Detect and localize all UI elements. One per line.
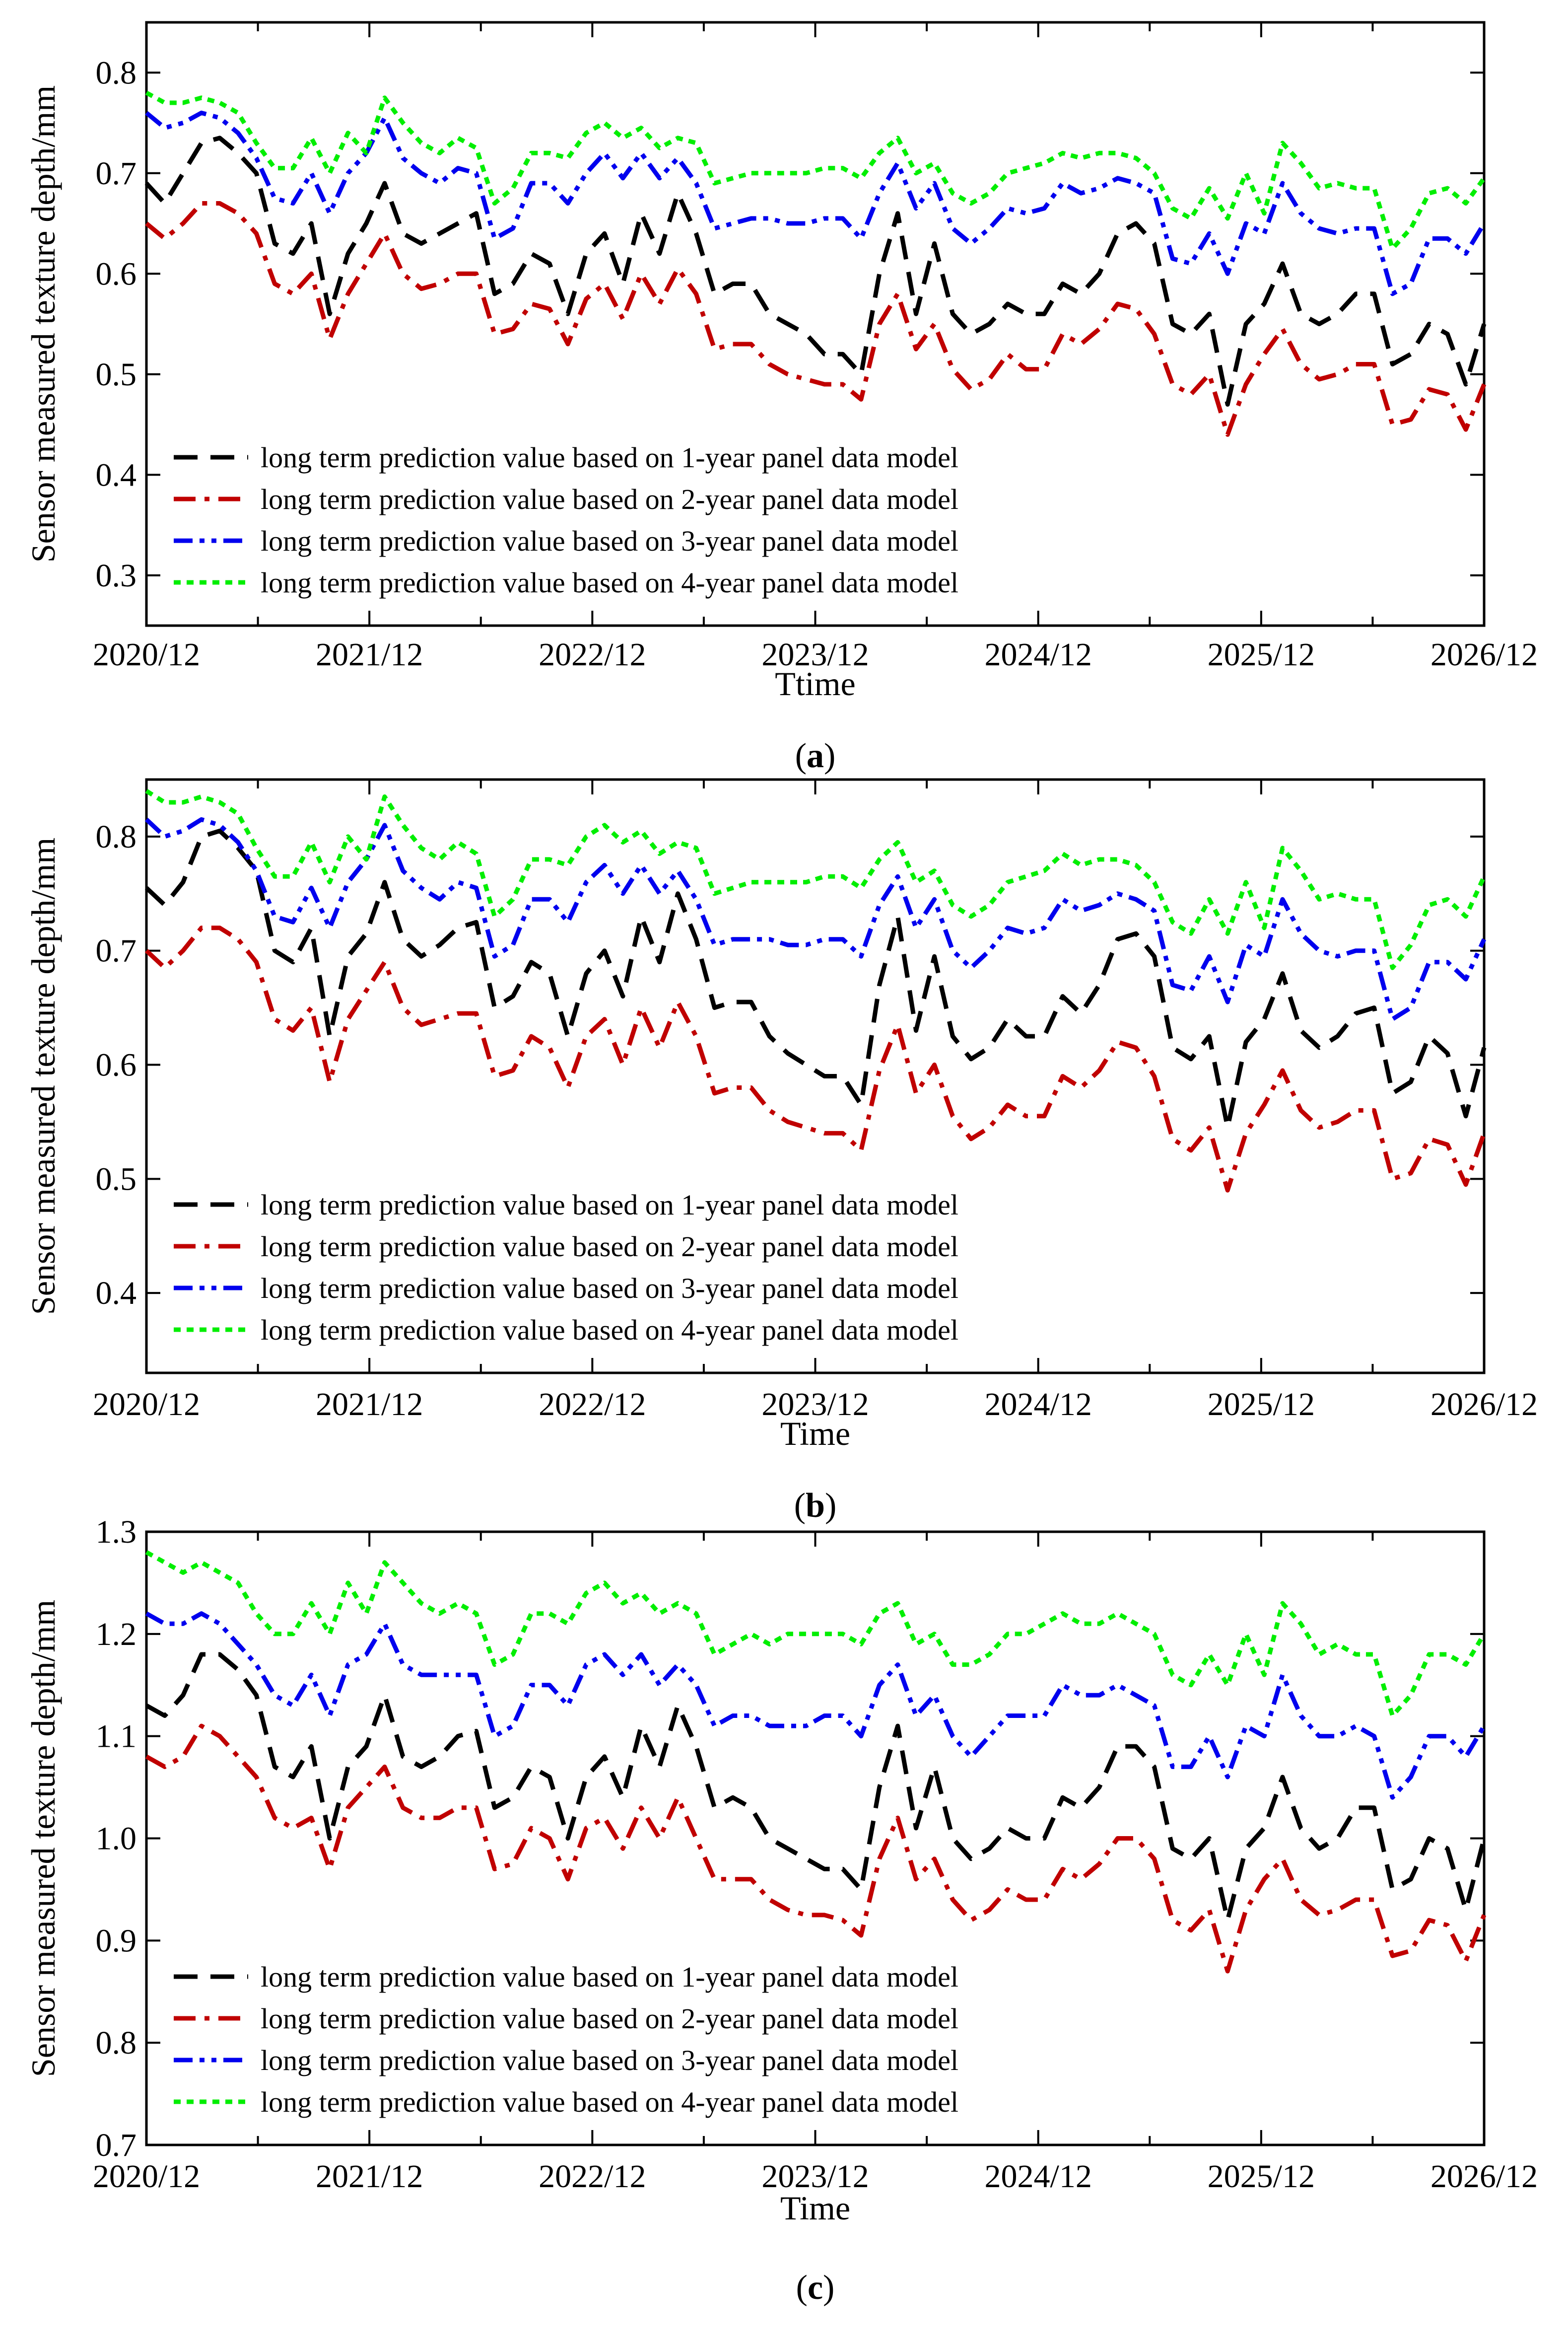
y-tick-label: 1.0 xyxy=(96,1821,137,1857)
x-tick-label: 2024/12 xyxy=(984,637,1091,673)
chart-panel-b: 0.4 0.5 0.6 0.7 0.8 2020/12 2021/12 2022/12 2023… xyxy=(24,778,1538,1525)
y-axis-title: Sensor measured texture depth/mm xyxy=(24,85,62,563)
series-line-1 xyxy=(145,1652,1487,1923)
y-axis-title: Sensor measured texture depth/mm xyxy=(24,1600,62,2077)
panel-caption: (b) xyxy=(794,1487,837,1525)
y-tick-label: 0.4 xyxy=(96,1275,137,1311)
x-tick-label: 2025/12 xyxy=(1208,1386,1315,1423)
panel-caption-letter: b xyxy=(806,1487,825,1525)
x-tick-label: 2020/12 xyxy=(93,1386,200,1423)
x-tick-label: 2023/12 xyxy=(761,637,869,673)
series-line-2 xyxy=(144,926,1487,1193)
x-tick-label: 2026/12 xyxy=(1431,2158,1538,2195)
x-axis-title: Time xyxy=(780,1415,850,1452)
series-line-3 xyxy=(144,817,1487,1022)
x-tick-label: 2020/12 xyxy=(93,2158,200,2195)
x-tick-label: 2022/12 xyxy=(539,2158,646,2195)
x-tick-label: 2026/12 xyxy=(1431,637,1538,673)
x-tick-label: 2025/12 xyxy=(1208,637,1315,673)
y-tick-label: 0.4 xyxy=(96,457,137,493)
y-tick-label: 0.8 xyxy=(96,819,137,855)
legend-label-3: long term prediction value based on 3-ye… xyxy=(261,525,958,557)
x-tick-label: 2023/12 xyxy=(761,2158,869,2195)
series-line-2 xyxy=(145,201,1487,437)
panel-caption: (c) xyxy=(796,2269,835,2307)
x-tick-label: 2021/12 xyxy=(316,1386,423,1423)
y-tick-label: 0.5 xyxy=(96,356,137,393)
x-tick-label: 2026/12 xyxy=(1431,1386,1538,1423)
panel-caption-letter: a xyxy=(807,737,824,775)
x-axis-title: Ttime xyxy=(775,665,855,703)
chart-panel-c: 0.7 0.8 0.9 1.0 1.1 1.2 1.3 2020/12 2021/12 2022/… xyxy=(24,1514,1538,2307)
legend-label-1: long term prediction value based on 1-ye… xyxy=(261,1961,958,1993)
y-tick-label: 0.7 xyxy=(96,2127,137,2163)
x-tick-label: 2021/12 xyxy=(316,637,423,673)
series-line-1 xyxy=(144,828,1487,1130)
y-tick-label: 0.9 xyxy=(96,1923,137,1959)
legend-label-4: long term prediction value based on 4-ye… xyxy=(261,567,958,599)
panel-caption-letter: c xyxy=(808,2269,823,2307)
y-tick-label: 0.6 xyxy=(96,1047,137,1083)
x-tick-label: 2023/12 xyxy=(761,1386,869,1423)
series-line-4 xyxy=(145,90,1486,251)
y-tick-label: 1.2 xyxy=(96,1616,137,1652)
y-tick-label: 1.3 xyxy=(96,1514,137,1550)
legend-label-2: long term prediction value based on 2-ye… xyxy=(261,1230,958,1263)
series-line-4 xyxy=(145,1550,1486,1718)
chart-panel-a: 0.3 0.4 0.5 0.6 0.7 0.8 2020/12 2021/12 2022/12 2… xyxy=(24,21,1538,775)
x-axis-title: Time xyxy=(780,2189,850,2227)
series-line-3 xyxy=(145,1611,1486,1800)
legend-label-4: long term prediction value based on 4-ye… xyxy=(261,1314,958,1346)
legend-label-3: long term prediction value based on 3-ye… xyxy=(261,2044,958,2076)
x-tick-label: 2024/12 xyxy=(984,1386,1091,1423)
legend: long term prediction value based on 1-ye… xyxy=(174,1189,958,1346)
legend-label-3: long term prediction value based on 3-ye… xyxy=(261,1272,958,1304)
series-line-1 xyxy=(144,136,1487,407)
y-tick-label: 0.8 xyxy=(96,2025,137,2061)
x-tick-label: 2020/12 xyxy=(93,637,200,673)
panel-caption: (a) xyxy=(795,737,836,775)
x-tick-label: 2021/12 xyxy=(316,2158,423,2195)
y-tick-label: 0.3 xyxy=(96,558,137,594)
series-line-2 xyxy=(145,1723,1487,1974)
legend-label-4: long term prediction value based on 4-ye… xyxy=(261,2086,958,2118)
y-tick-label: 0.5 xyxy=(96,1161,137,1197)
legend: long term prediction value based on 1-ye… xyxy=(174,1961,958,2118)
legend-label-2: long term prediction value based on 2-ye… xyxy=(261,483,958,515)
y-tick-label: 0.7 xyxy=(96,155,137,192)
x-tick-label: 2022/12 xyxy=(539,637,646,673)
y-tick-label: 0.6 xyxy=(96,256,137,292)
y-axis-title: Sensor measured texture depth/mm xyxy=(24,838,62,1315)
legend: long term prediction value based on 1-ye… xyxy=(174,441,958,599)
y-tick-label: 0.8 xyxy=(96,55,137,91)
legend-label-1: long term prediction value based on 1-ye… xyxy=(261,1189,958,1221)
x-tick-label: 2024/12 xyxy=(984,2158,1091,2195)
series-line-4 xyxy=(145,789,1487,970)
x-tick-label: 2022/12 xyxy=(539,1386,646,1423)
legend-label-1: long term prediction value based on 1-ye… xyxy=(261,441,958,474)
y-tick-label: 0.7 xyxy=(96,933,137,969)
legend-label-2: long term prediction value based on 2-ye… xyxy=(261,2002,958,2035)
x-tick-label: 2025/12 xyxy=(1208,2158,1315,2195)
y-tick-label: 1.1 xyxy=(96,1718,137,1755)
